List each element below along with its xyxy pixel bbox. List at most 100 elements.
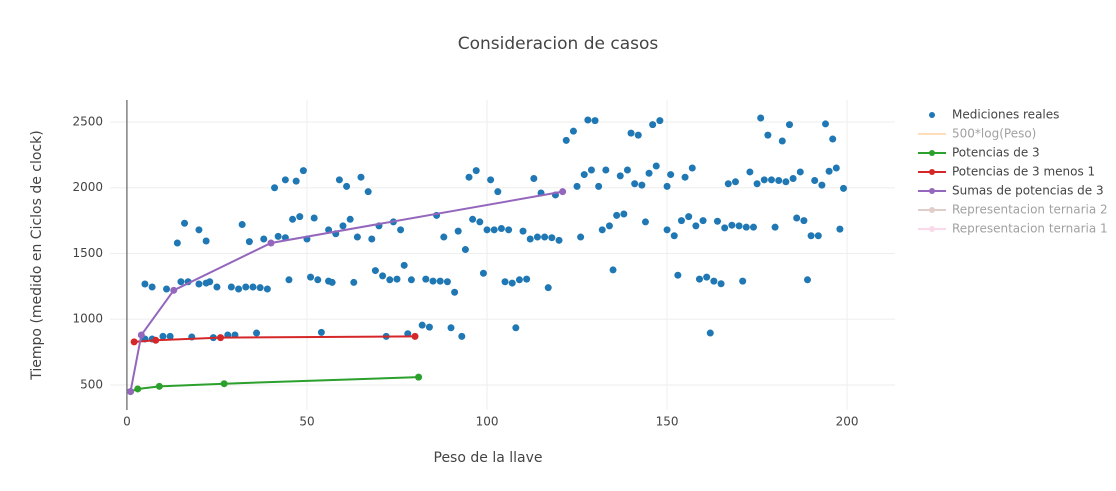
data-point xyxy=(825,167,833,175)
data-point xyxy=(274,232,282,240)
data-point xyxy=(253,329,261,337)
data-point xyxy=(721,224,729,232)
data-point xyxy=(796,168,804,176)
data-point xyxy=(415,373,423,381)
data-point xyxy=(760,176,768,184)
data-point xyxy=(681,173,689,181)
data-point xyxy=(530,175,538,183)
legend-label: Potencias de 3 menos 1 xyxy=(952,165,1095,179)
data-point xyxy=(533,233,541,241)
data-point xyxy=(317,328,325,336)
data-point xyxy=(710,277,718,285)
legend-label: Potencias de 3 xyxy=(952,146,1040,160)
data-point xyxy=(584,116,592,124)
chart-title: Consideracion de casos xyxy=(458,34,659,54)
data-point xyxy=(447,324,455,332)
data-point xyxy=(731,178,739,186)
data-point xyxy=(724,180,732,188)
data-point xyxy=(289,215,297,223)
data-point xyxy=(436,277,444,285)
x-tick-label: 0 xyxy=(123,415,131,429)
data-point xyxy=(476,218,484,226)
legend-label: Representacion ternaria 2 xyxy=(952,203,1108,217)
data-point xyxy=(213,283,221,291)
data-point xyxy=(713,217,721,225)
data-point xyxy=(523,275,531,283)
x-axis-label: Peso de la llave xyxy=(434,450,543,466)
data-point xyxy=(638,181,646,189)
data-point xyxy=(357,173,365,181)
data-point xyxy=(577,233,585,241)
data-point xyxy=(296,213,304,221)
data-point xyxy=(353,233,361,241)
data-point xyxy=(623,166,631,174)
data-point xyxy=(202,237,210,245)
data-point xyxy=(602,166,610,174)
data-point xyxy=(548,234,556,242)
data-point xyxy=(397,226,405,234)
legend-marker xyxy=(929,112,935,118)
data-point xyxy=(663,182,671,190)
data-point xyxy=(609,266,617,274)
legend-marker xyxy=(929,207,935,213)
data-point xyxy=(587,166,595,174)
data-point xyxy=(627,129,635,137)
data-point xyxy=(292,177,300,185)
data-point xyxy=(778,137,786,145)
data-point xyxy=(346,215,354,223)
data-point xyxy=(170,286,178,294)
data-point xyxy=(490,226,498,234)
series-line xyxy=(129,190,563,392)
x-tick-label: 200 xyxy=(836,415,859,429)
data-point xyxy=(483,226,491,234)
data-point xyxy=(339,222,347,230)
data-point xyxy=(217,334,225,342)
data-point xyxy=(757,114,765,122)
data-point xyxy=(800,217,808,225)
data-point xyxy=(767,176,775,184)
data-point xyxy=(310,214,318,222)
data-point xyxy=(130,338,138,346)
data-point xyxy=(440,233,448,241)
legend-item: Potencias de 3 xyxy=(918,146,1040,160)
data-point xyxy=(663,226,671,234)
x-tick-label: 100 xyxy=(476,415,499,429)
legend-item: 500*log(Peso) xyxy=(918,127,1036,141)
data-point xyxy=(267,239,275,247)
data-point xyxy=(541,233,549,241)
legend-label: Representacion ternaria 1 xyxy=(952,222,1108,236)
data-point xyxy=(425,323,433,331)
data-point xyxy=(793,214,801,222)
data-point xyxy=(422,275,430,283)
data-point xyxy=(163,285,171,293)
legend-label: 500*log(Peso) xyxy=(952,127,1036,141)
data-point xyxy=(598,226,606,234)
data-point xyxy=(803,276,811,284)
legend-item: Representacion ternaria 1 xyxy=(918,222,1108,236)
data-point xyxy=(393,275,401,283)
data-point xyxy=(634,131,642,139)
data-point xyxy=(249,283,257,291)
data-point xyxy=(469,215,477,223)
data-point xyxy=(141,280,149,288)
data-point xyxy=(159,332,167,340)
data-point xyxy=(371,267,379,275)
data-point xyxy=(472,167,480,175)
data-point xyxy=(497,224,505,232)
data-point xyxy=(822,120,830,128)
data-point xyxy=(692,222,700,230)
data-point xyxy=(501,278,509,286)
data-point xyxy=(573,182,581,190)
data-point xyxy=(173,239,181,247)
data-point xyxy=(771,223,779,231)
data-point xyxy=(458,332,466,340)
data-point xyxy=(717,280,725,288)
data-point xyxy=(836,225,844,233)
data-point xyxy=(148,283,156,291)
data-point xyxy=(206,278,214,286)
data-point xyxy=(728,221,736,229)
data-point xyxy=(260,235,268,243)
y-axis-label: Tiempo (medido en Ciclos de clock) xyxy=(29,130,45,380)
data-point xyxy=(245,238,253,246)
